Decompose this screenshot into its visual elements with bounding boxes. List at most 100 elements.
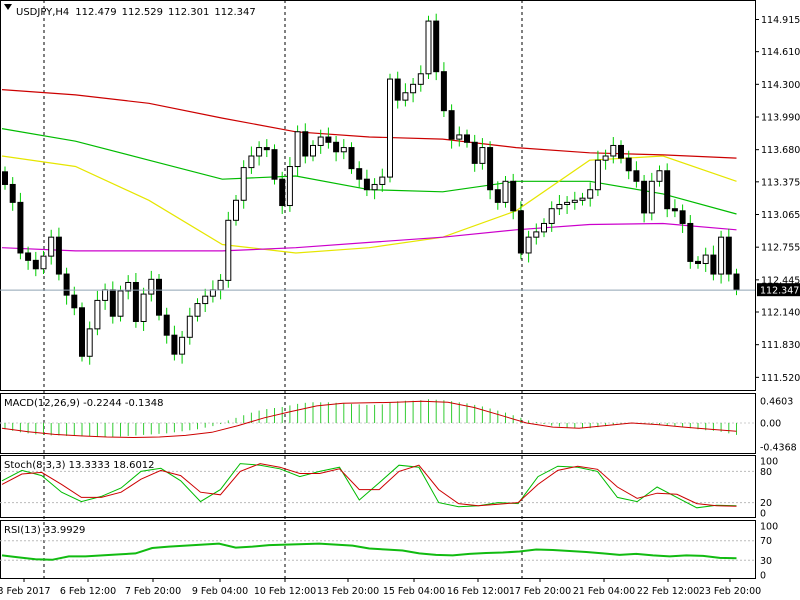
candle (587, 182, 594, 207)
candle (233, 195, 239, 226)
candle (325, 127, 332, 149)
time-tick-label: 3 Feb 2017 (0, 586, 51, 597)
candle-body (340, 147, 347, 153)
candle-body (363, 178, 370, 191)
price-tick-label: 113.065 (761, 210, 800, 221)
candle (448, 104, 455, 149)
candle (556, 195, 563, 216)
macd-signal-line (1, 400, 737, 439)
candle (17, 192, 24, 260)
candle-body (471, 141, 478, 164)
candle-body (140, 293, 147, 322)
candle-body (132, 281, 139, 322)
candle-body (687, 222, 694, 262)
candle-body (371, 183, 378, 191)
candle-body (163, 314, 170, 336)
candle-body (587, 189, 594, 199)
candle-body (194, 303, 201, 317)
candle-body (94, 299, 101, 330)
candle (371, 178, 378, 200)
candle-body (286, 166, 293, 207)
time-tick-label: 16 Feb 12:00 (447, 586, 509, 597)
candle-body (294, 131, 301, 168)
candle-body (579, 197, 586, 201)
price-tick-label: 113.990 (761, 113, 800, 124)
candle (86, 321, 93, 365)
candle-body (641, 180, 648, 214)
price-tick-label: 111.520 (761, 373, 800, 384)
candle-body (571, 199, 578, 203)
candle-body (32, 259, 39, 270)
candle-body (633, 170, 640, 182)
candle (79, 302, 85, 362)
candle-body (109, 289, 116, 317)
candle (279, 171, 286, 214)
candle (310, 140, 316, 162)
candle (525, 230, 532, 263)
candle-body (671, 208, 678, 212)
candle-body (9, 183, 16, 203)
candle-body (664, 170, 671, 210)
candle (594, 150, 601, 197)
candle (140, 287, 147, 331)
candle (487, 141, 494, 200)
candle (702, 247, 709, 272)
candle (579, 192, 586, 206)
candle (718, 230, 725, 284)
candle-body (733, 273, 740, 291)
candle-body (271, 149, 278, 180)
candle (479, 138, 486, 170)
candle-body (256, 147, 263, 157)
header-menu-icon[interactable] (4, 4, 12, 10)
candle (387, 73, 393, 183)
candle-body (186, 315, 193, 338)
candle-body (317, 136, 324, 146)
candle-body (379, 176, 386, 185)
stoch-tick-label: 100 (760, 457, 778, 468)
candle (394, 71, 401, 109)
moving-average-line (1, 222, 737, 252)
candle (618, 140, 624, 164)
candle-body (510, 180, 517, 212)
candle-body (63, 273, 70, 296)
candle-body (202, 295, 209, 305)
candle (148, 270, 155, 302)
candle (471, 134, 478, 172)
candle-body (325, 136, 332, 143)
current-price-label: 112.347 (760, 286, 799, 297)
candle-body (564, 201, 571, 205)
rsi-tick-label: 70 (760, 536, 772, 547)
candle (533, 223, 540, 245)
candle (679, 204, 686, 233)
candle (564, 196, 571, 214)
time-tick-label: 17 Feb 20:00 (509, 586, 571, 597)
stoch-tick-label: 20 (760, 498, 772, 509)
candle-body (725, 236, 732, 275)
candle (9, 177, 16, 211)
candle (517, 201, 524, 260)
candle-body (217, 279, 224, 291)
candle (63, 267, 70, 305)
candle (186, 307, 193, 345)
candle-body (417, 73, 424, 85)
candle-body (40, 255, 47, 270)
candle (710, 245, 717, 281)
candle-body (533, 231, 540, 238)
candle-body (86, 328, 93, 357)
candle (402, 83, 409, 107)
candle (502, 176, 509, 208)
candle-body (648, 180, 655, 214)
candle-body (433, 20, 440, 73)
candle-body (448, 110, 455, 140)
candle-body (456, 134, 463, 140)
candle (48, 229, 55, 265)
candle (571, 191, 578, 210)
candle (55, 227, 62, 281)
candle-body (25, 252, 32, 261)
candle (464, 129, 470, 148)
candle (286, 157, 293, 212)
candle-body (502, 180, 509, 203)
candle (641, 174, 648, 223)
candle (433, 13, 440, 81)
